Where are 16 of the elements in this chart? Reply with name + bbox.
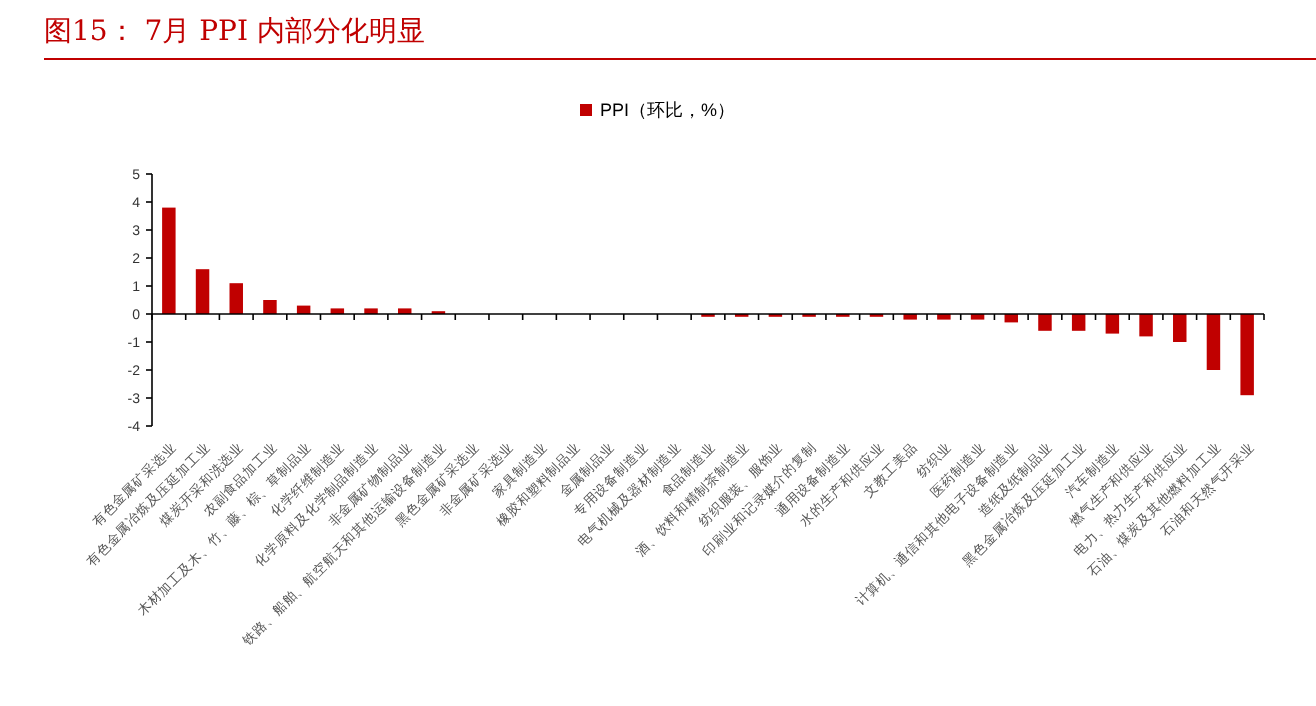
bar: [937, 314, 951, 320]
bar: [903, 314, 917, 320]
bar: [229, 283, 243, 314]
bar: [195, 269, 210, 314]
legend-label: PPI（环比，%）: [600, 100, 736, 120]
bar: [162, 207, 176, 314]
bar: [263, 300, 277, 314]
bar: [1038, 314, 1052, 331]
bar: [1071, 314, 1086, 331]
bar: [1240, 314, 1254, 396]
bar: [1173, 314, 1187, 342]
bar: [1105, 314, 1120, 334]
bar: [1139, 314, 1153, 337]
bar: [364, 308, 378, 314]
bar: [1206, 314, 1221, 370]
chart-title: 图15： 7月 PPI 内部分化明显: [44, 16, 425, 48]
